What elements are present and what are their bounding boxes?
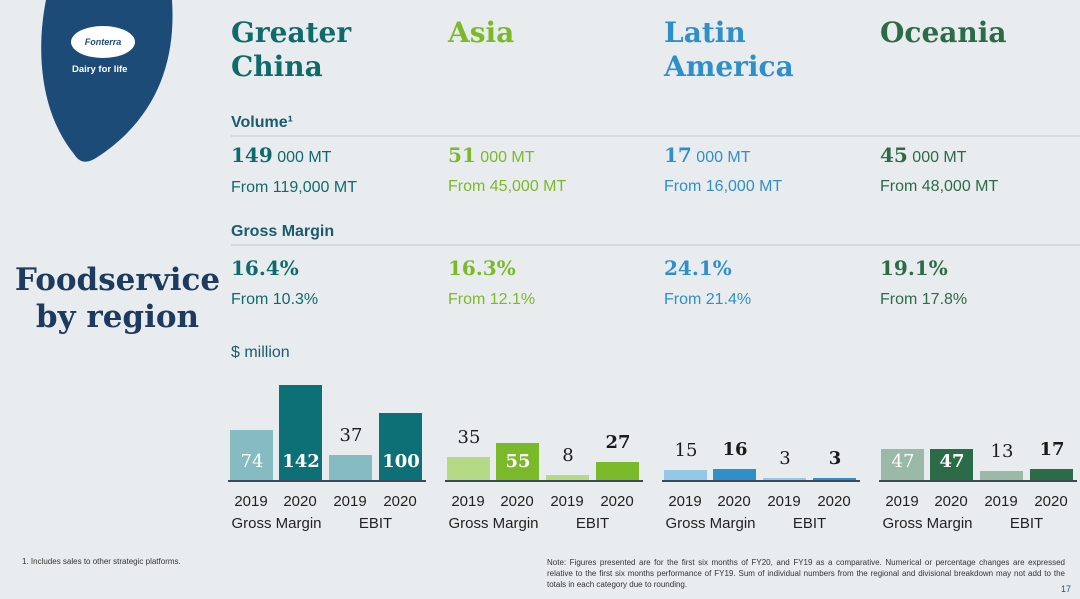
chart-data-label: 47 <box>939 451 965 472</box>
volume-prior: From 16,000 MT <box>664 178 783 195</box>
region-title-latin-america: Latin America <box>664 16 794 84</box>
chart-tick-label: 2019 <box>885 493 919 510</box>
logo-tagline: Dairy for life <box>72 64 128 75</box>
footnote: 1. Includes sales to other strategic pla… <box>22 557 181 566</box>
chart-data-label: 37 <box>339 425 363 446</box>
chart-data-label: 35 <box>457 427 481 448</box>
chart-tick-label: 2020 <box>600 493 634 510</box>
chart-data-label: 100 <box>382 451 420 472</box>
chart-bar <box>546 475 589 480</box>
chart-tick-label: 2019 <box>451 493 485 510</box>
chart-bar <box>813 478 856 480</box>
gross-margin-prior: From 17.8% <box>880 291 968 308</box>
chart-group-label: Gross Margin <box>231 515 322 532</box>
chart-bar <box>881 449 924 480</box>
chart-baseline <box>662 480 860 482</box>
chart-tick-label: 2020 <box>934 493 968 510</box>
chart-data-label: 27 <box>605 432 631 453</box>
gross-margin-label: Gross Margin <box>231 223 335 240</box>
chart-data-label: 74 <box>240 451 264 472</box>
chart-group-label: EBIT <box>358 515 393 532</box>
chart-bar <box>930 449 973 480</box>
gross-margin-prior: From 10.3% <box>231 291 319 308</box>
volume-value: 17 000 MT <box>664 143 751 167</box>
region-title-greater-china: Greater China <box>231 16 352 84</box>
chart-data-label: 16 <box>722 439 748 460</box>
chart-tick-label: 2020 <box>383 493 417 510</box>
fonterra-logo: Fonterra <box>71 26 135 58</box>
chart-bar <box>763 478 806 480</box>
chart-tick-label: 2019 <box>550 493 584 510</box>
volume-label: Volume¹ <box>231 114 293 131</box>
chart-bar <box>379 413 422 480</box>
chart-tick-label: 2019 <box>234 493 268 510</box>
gross-margin-prior: From 12.1% <box>448 291 536 308</box>
chart-bar <box>329 455 372 480</box>
chart-group-label: Gross Margin <box>665 515 756 532</box>
region-title-asia: Asia <box>448 16 515 49</box>
chart-group-label: Gross Margin <box>448 515 539 532</box>
chart-bar <box>1030 469 1073 480</box>
chart-bar <box>230 430 273 480</box>
page-number: 17 <box>1061 584 1072 594</box>
chart-group-label: Gross Margin <box>882 515 973 532</box>
chart-data-label: 142 <box>282 451 320 472</box>
chart-bar <box>980 471 1023 480</box>
unit-label: $ million <box>231 344 290 361</box>
chart-bar <box>447 457 490 480</box>
chart-baseline <box>445 480 643 482</box>
chart-bar <box>596 462 639 480</box>
volume-value: 51 000 MT <box>448 143 535 167</box>
chart-group-label: EBIT <box>575 515 610 532</box>
chart-tick-label: 2020 <box>283 493 317 510</box>
chart-bar <box>664 470 707 480</box>
chart-data-label: 55 <box>505 451 531 472</box>
volume-prior: From 119,000 MT <box>231 179 357 196</box>
chart-baseline <box>228 480 426 482</box>
chart-bar <box>496 443 539 480</box>
chart-group-label: EBIT <box>792 515 827 532</box>
chart-tick-label: 2019 <box>668 493 702 510</box>
gross-margin-value: 24.1% <box>664 256 732 280</box>
volume-prior: From 45,000 MT <box>448 178 567 195</box>
chart-tick-label: 2019 <box>767 493 801 510</box>
chart-data-label: 3 <box>828 448 842 469</box>
gross-margin-value: 16.4% <box>231 256 299 280</box>
chart-bar <box>279 385 322 480</box>
chart-data-label: 13 <box>990 441 1014 462</box>
volume-divider <box>231 135 1080 137</box>
chart-data-label: 15 <box>674 440 698 461</box>
chart-tick-label: 2020 <box>1034 493 1068 510</box>
chart-data-label: 17 <box>1039 439 1065 460</box>
chart-data-label: 8 <box>562 445 574 466</box>
region-title-oceania: Oceania <box>880 16 1007 49</box>
volume-value: 149 000 MT <box>231 143 332 167</box>
chart-group-label: EBIT <box>1009 515 1044 532</box>
chart-tick-label: 2020 <box>500 493 534 510</box>
chart-tick-label: 2020 <box>717 493 751 510</box>
gross-margin-divider <box>231 244 1080 246</box>
chart-data-label: 47 <box>891 451 915 472</box>
gross-margin-prior: From 21.4% <box>664 291 752 308</box>
gross-margin-value: 19.1% <box>880 256 948 280</box>
gross-margin-value: 16.3% <box>448 256 516 280</box>
chart-tick-label: 2019 <box>984 493 1018 510</box>
page-title: Foodservice by region <box>14 262 221 336</box>
volume-prior: From 48,000 MT <box>880 178 999 195</box>
chart-baseline <box>879 480 1077 482</box>
volume-value: 45 000 MT <box>880 143 967 167</box>
chart-data-label: 3 <box>779 448 791 469</box>
disclaimer-note: Note: Figures presented are for the firs… <box>547 558 1065 590</box>
chart-tick-label: 2019 <box>333 493 367 510</box>
chart-tick-label: 2020 <box>817 493 851 510</box>
chart-bar <box>713 469 756 480</box>
